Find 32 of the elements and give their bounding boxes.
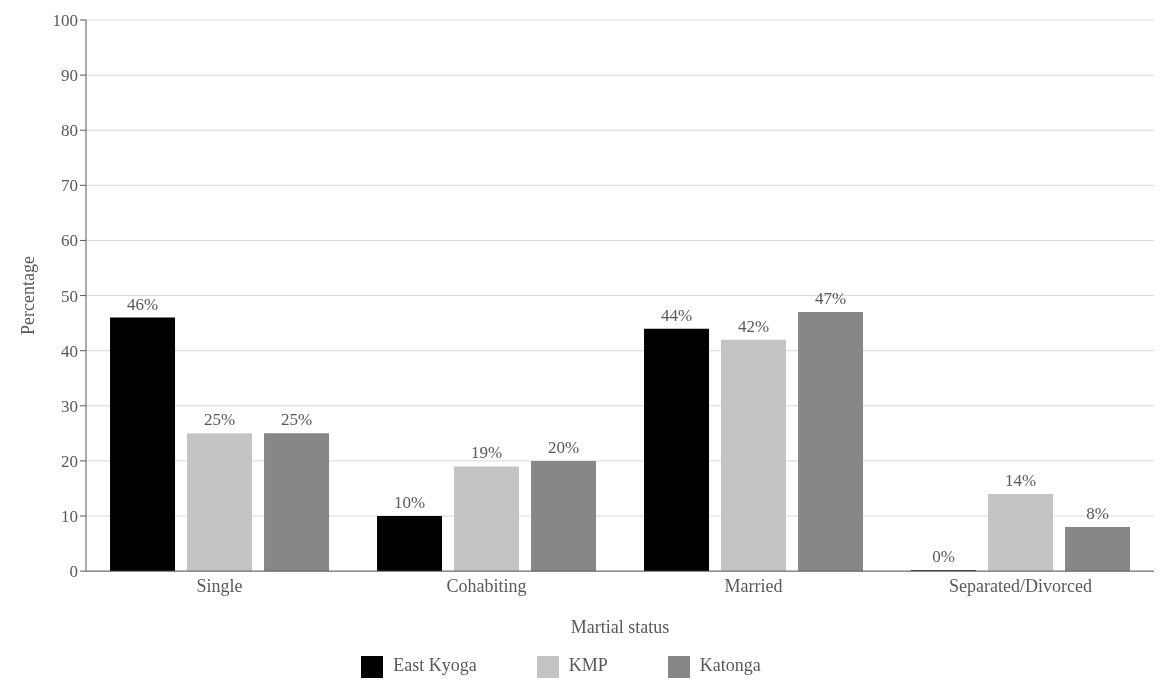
data-label: 10% xyxy=(393,493,426,513)
y-axis-title: Percentage xyxy=(18,256,39,336)
data-label: 44% xyxy=(660,305,693,325)
data-label: 42% xyxy=(737,316,770,336)
data-label: 47% xyxy=(814,289,847,309)
x-tick-label: Single xyxy=(196,575,243,596)
y-tick-label: 30 xyxy=(61,396,78,416)
data-label: 14% xyxy=(1004,470,1037,490)
y-tick-label: 0 xyxy=(69,562,78,582)
x-tick-label: Cohabiting xyxy=(446,575,527,596)
y-tick-label: 40 xyxy=(61,341,78,361)
data-label: 0% xyxy=(932,547,955,567)
y-tick-label: 50 xyxy=(61,286,78,306)
data-label: 20% xyxy=(547,437,580,457)
y-tick-label: 100 xyxy=(52,11,78,31)
data-label: 8% xyxy=(1086,504,1109,524)
y-tick-label: 20 xyxy=(61,451,78,471)
legend-label: KMP xyxy=(568,655,608,676)
data-label: 25% xyxy=(280,410,313,430)
x-axis-title: Martial status xyxy=(570,617,670,638)
y-tick-label: 70 xyxy=(61,176,78,196)
x-tick-label: Married xyxy=(724,575,783,596)
data-label: 19% xyxy=(470,443,503,463)
data-label: 25% xyxy=(203,410,236,430)
y-tick-label: 60 xyxy=(61,231,78,251)
x-tick-label: Separated/Divorced xyxy=(949,575,1092,596)
legend-label: Katonga xyxy=(699,655,761,676)
y-tick-label: 10 xyxy=(61,507,78,527)
data-label: 46% xyxy=(126,294,159,314)
y-tick-label: 90 xyxy=(61,66,78,86)
legend-label: East Kyoga xyxy=(393,655,477,676)
y-tick-label: 80 xyxy=(61,121,78,141)
